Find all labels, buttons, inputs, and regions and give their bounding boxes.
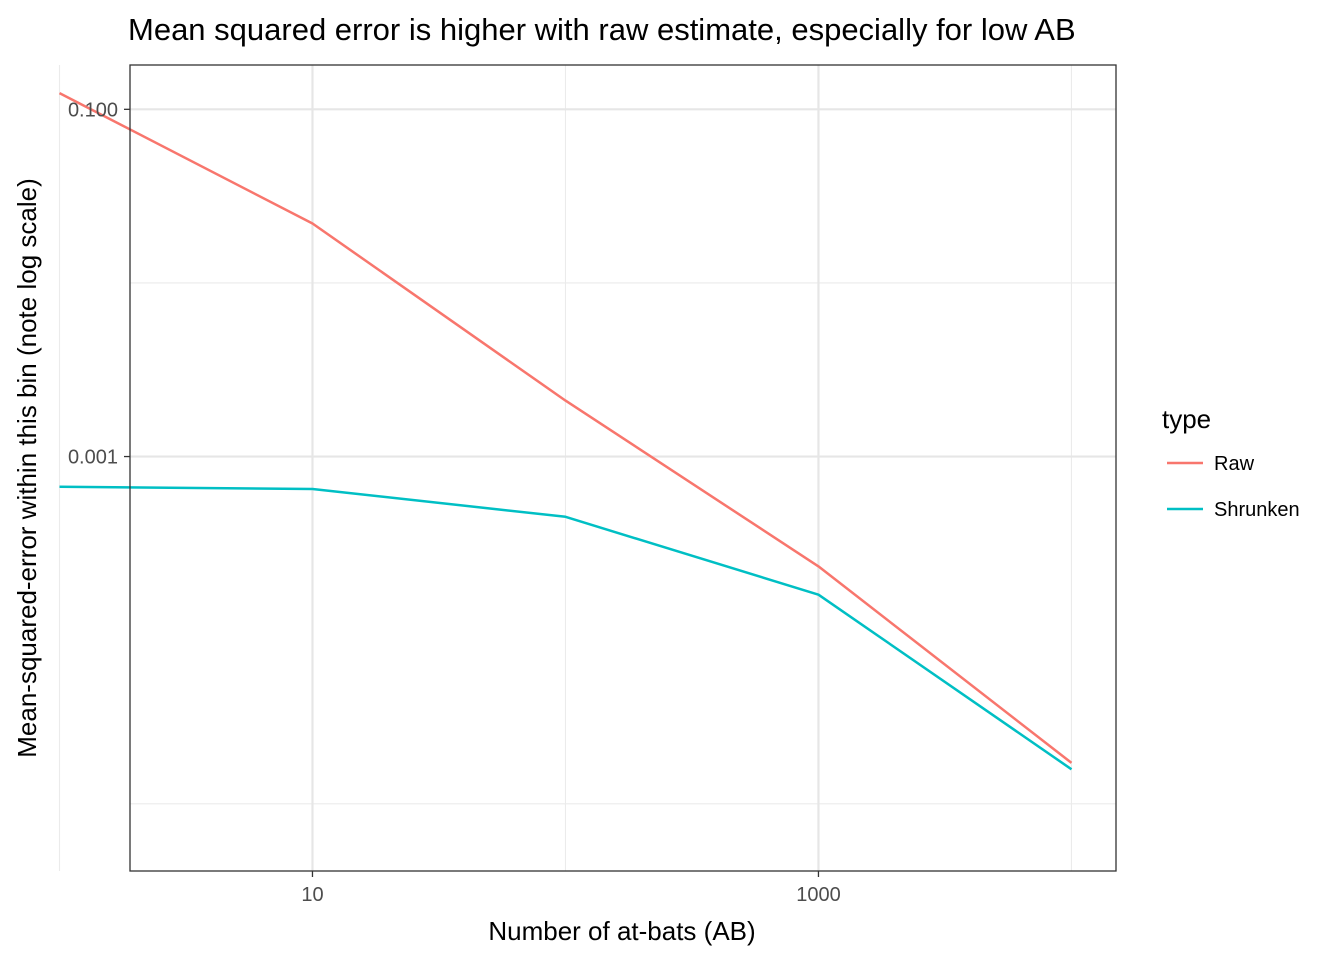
legend-label-raw: Raw [1214, 453, 1255, 475]
chart-title: Mean squared error is higher with raw es… [128, 12, 1076, 47]
y-axis-title: Mean-squared-error within this bin (note… [12, 178, 42, 758]
legend-title: type [1162, 404, 1211, 434]
plot-panel-border [129, 64, 1117, 872]
x-tick-label: 1000 [796, 884, 841, 906]
legend: type Raw Shrunken [1162, 404, 1300, 521]
x-axis-title: Number of at-bats (AB) [488, 916, 755, 946]
axes: 10 1000 0.001 0.100 [68, 99, 841, 906]
series-line-shrunken [59, 485, 1073, 771]
series-line-raw [58, 91, 1073, 764]
y-tick-label: 0.100 [68, 99, 118, 121]
grid [58, 65, 1116, 871]
legend-label-shrunken: Shrunken [1214, 499, 1300, 521]
x-tick-label: 10 [301, 884, 323, 906]
series-lines [58, 91, 1073, 771]
y-tick-label: 0.001 [68, 447, 118, 469]
